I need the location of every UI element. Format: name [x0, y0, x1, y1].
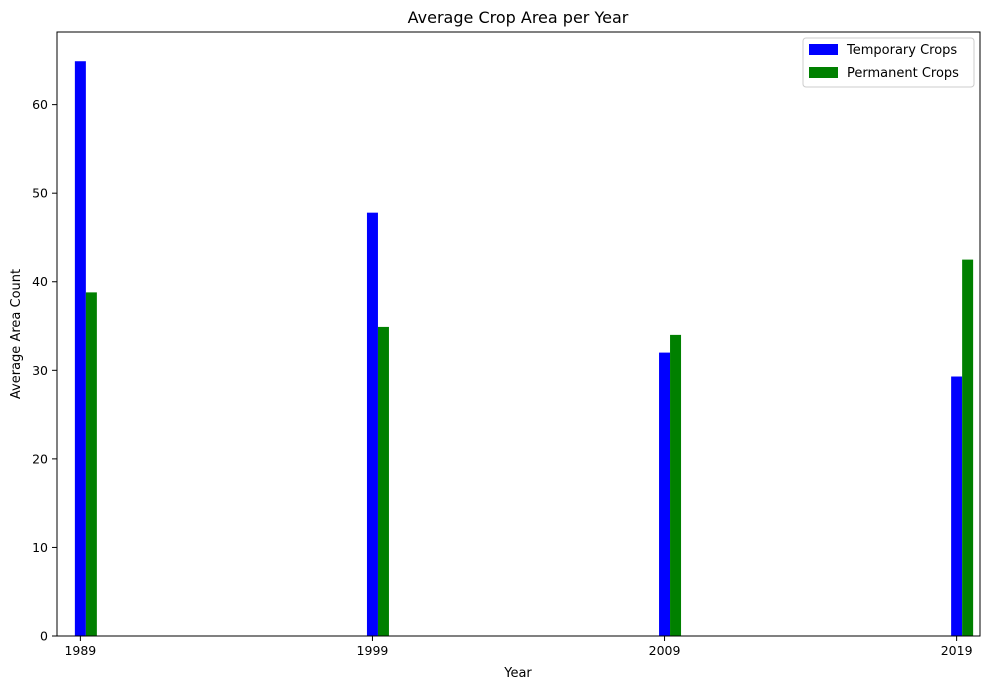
bar-permanent-1989 [85, 292, 97, 636]
bar-temporary-2019 [951, 376, 963, 636]
legend-swatch-permanent [809, 67, 838, 78]
x-axis: 1989 1999 2009 2019 [64, 636, 973, 658]
bar-permanent-2019 [962, 259, 974, 636]
legend-swatch-temporary [809, 44, 838, 55]
legend-frame [802, 37, 975, 88]
bar-temporary-1999 [366, 212, 378, 636]
y-tick-label: 30 [32, 363, 48, 378]
y-tick-label: 10 [32, 540, 48, 555]
y-axis: 0 10 20 30 40 50 60 [32, 97, 57, 644]
y-tick-label: 20 [32, 451, 48, 466]
y-tick-label: 60 [32, 97, 48, 112]
chart-title: Average Crop Area per Year [408, 8, 629, 27]
legend-label-temporary: Temporary Crops [846, 43, 957, 58]
x-tick-label: 1999 [357, 643, 389, 658]
legend: Temporary Crops Permanent Crops [802, 37, 975, 88]
bar-temporary-2009 [659, 352, 671, 636]
y-tick-label: 40 [32, 274, 48, 289]
bar-permanent-1999 [377, 326, 389, 636]
bars-group [74, 61, 974, 636]
y-axis-label: Average Area Count [9, 269, 24, 399]
legend-label-permanent: Permanent Crops [847, 66, 959, 81]
x-tick-label: 2009 [649, 643, 681, 658]
bar-permanent-2009 [670, 334, 682, 636]
x-tick-label: 1989 [64, 643, 96, 658]
bar-temporary-1989 [74, 61, 86, 636]
y-tick-label: 0 [40, 629, 48, 644]
plot-frame [56, 31, 981, 637]
y-tick-label: 50 [32, 186, 48, 201]
x-tick-label: 2019 [941, 643, 973, 658]
x-axis-label: Year [503, 666, 532, 681]
